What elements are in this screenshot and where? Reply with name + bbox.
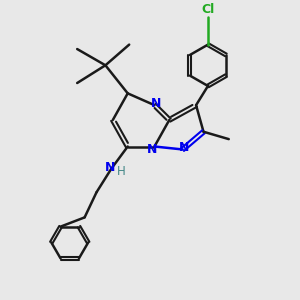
Text: N: N [105,161,115,174]
Text: N: N [151,97,161,110]
Text: H: H [116,165,125,178]
Text: N: N [179,142,189,154]
Text: N: N [147,143,157,156]
Text: Cl: Cl [201,3,214,16]
